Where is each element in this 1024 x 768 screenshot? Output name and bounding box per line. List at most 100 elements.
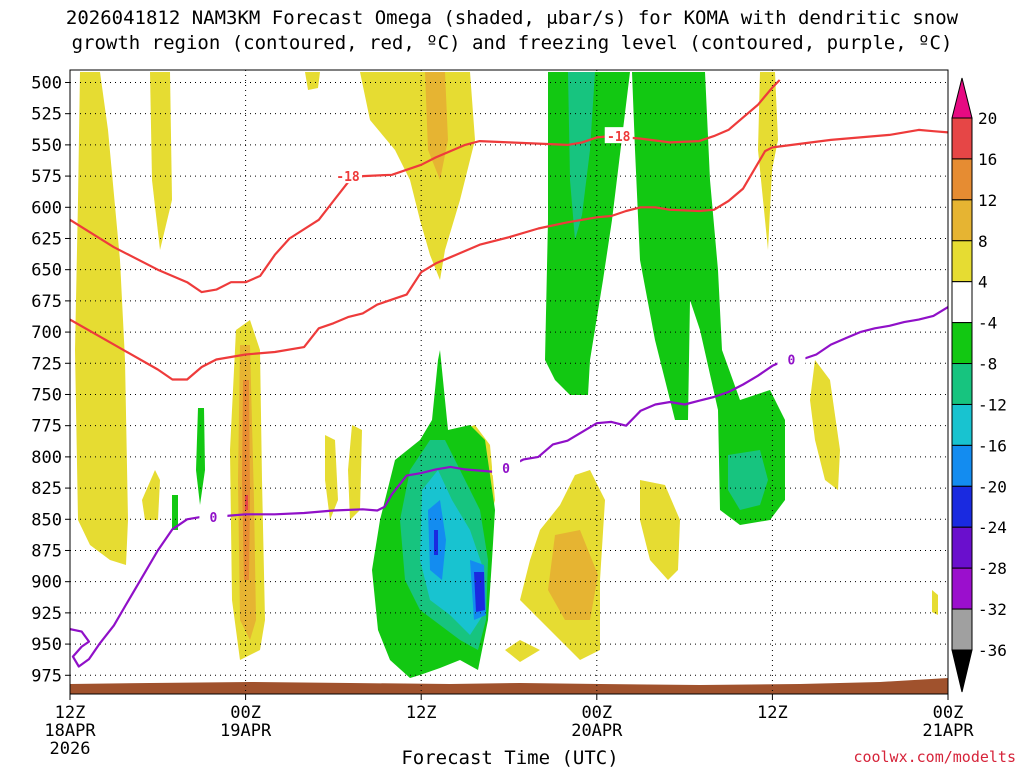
colorbar-label: -24 xyxy=(978,518,1007,537)
colorbar-swatch xyxy=(951,403,973,446)
colorbar-label: -32 xyxy=(978,600,1007,619)
omega-region-yellow xyxy=(150,72,172,250)
y-tick-label: 625 xyxy=(31,229,62,249)
x-tick-label: 00Z xyxy=(581,703,612,723)
freezing-contour-label-bg xyxy=(777,350,806,367)
x-tick-label: 00Z xyxy=(933,703,964,723)
freezing-contour-label-bg xyxy=(492,459,521,476)
omega-region-yellow xyxy=(640,480,680,580)
y-tick-label: 500 xyxy=(31,73,62,93)
colorbar-swatch xyxy=(951,485,973,528)
colorbar-label: -8 xyxy=(978,355,997,374)
omega-region-gold xyxy=(548,530,598,620)
colorbar-swatch xyxy=(951,444,973,487)
omega-region-yellow xyxy=(325,435,338,520)
colorbar-label: -28 xyxy=(978,559,1007,578)
freezing-contour-label: 0 xyxy=(502,462,510,477)
y-tick-label: 900 xyxy=(31,573,62,593)
y-tick-label: 875 xyxy=(31,541,62,561)
colorbar: 20 16 12 8 4 -4 -8 -12 -16 -20 -24 -28 -32 -36 xyxy=(951,77,1007,693)
omega-region-teal xyxy=(728,450,768,510)
y-tick-label: 600 xyxy=(31,198,62,218)
y-axis: 500 525 550 575 600 625 650 675 700 725 750 775 800 8… xyxy=(31,73,70,686)
y-tick-label: 825 xyxy=(31,479,62,499)
plot-frame xyxy=(69,69,949,695)
y-tick-label: 950 xyxy=(31,635,62,655)
x-tick-year: 2026 xyxy=(50,739,91,759)
chart-title-line1: 2026041812 NAM3KM Forecast Omega (shaded… xyxy=(65,7,959,29)
omega-region-yellow xyxy=(810,360,840,490)
x-tick-date: 18APR xyxy=(44,721,96,741)
y-tick-label: 850 xyxy=(31,510,62,530)
y-tick-label: 925 xyxy=(31,604,62,624)
y-tick-label: 775 xyxy=(31,417,62,437)
colorbar-swatch xyxy=(951,567,973,610)
contour-labels: -18 -18 0 0 0 xyxy=(199,127,806,526)
dgz-contour-label: -18 xyxy=(336,170,360,185)
omega-region-blue xyxy=(434,530,438,555)
credit-text: coolwx.com/modelts xyxy=(853,748,1016,766)
colorbar-label: -12 xyxy=(978,395,1007,414)
colorbar-label: 8 xyxy=(978,232,988,251)
colorbar-label: -16 xyxy=(978,436,1007,455)
colorbar-label: -4 xyxy=(978,314,997,333)
y-tick-label: 550 xyxy=(31,136,62,156)
colorbar-swatch xyxy=(951,117,973,160)
dgz-contour-label-bg xyxy=(604,127,633,144)
freezing-contour-label-bg xyxy=(199,507,228,524)
dgz-contour-line xyxy=(70,128,948,381)
colorbar-swatch xyxy=(951,158,973,201)
colorbar-swatch xyxy=(951,199,973,242)
colorbar-swatch xyxy=(951,281,973,324)
omega-region-blue xyxy=(474,572,485,612)
surface-terrain xyxy=(70,678,948,694)
x-tick-label: 12Z xyxy=(757,703,788,723)
omega-region-teal xyxy=(568,72,595,240)
dgz-contour-label-bg xyxy=(334,167,363,184)
omega-region-yellow xyxy=(348,425,362,520)
omega-region-gold xyxy=(425,72,448,180)
y-tick-label: 800 xyxy=(31,448,62,468)
x-tick-date: 19APR xyxy=(220,721,272,741)
dgz-contour-line xyxy=(70,79,781,294)
x-tick-date: 21APR xyxy=(922,721,974,741)
chart-title-line2: growth region (contoured, red, ºC) and f… xyxy=(71,32,953,54)
y-tick-label: 725 xyxy=(31,354,62,374)
x-tick-date: 20APR xyxy=(571,721,623,741)
omega-region-red xyxy=(245,495,248,510)
omega-region-yellow xyxy=(305,72,320,90)
omega-region-yellow xyxy=(758,72,778,250)
colorbar-swatch xyxy=(951,322,973,365)
colorbar-swatch xyxy=(951,608,973,651)
omega-region-yellow xyxy=(75,72,128,565)
omega-region-yellow xyxy=(932,590,938,615)
y-tick-label: 975 xyxy=(31,666,62,686)
freezing-contour-label: 0 xyxy=(209,511,217,526)
colorbar-label: -36 xyxy=(978,641,1007,660)
x-axis-label: Forecast Time (UTC) xyxy=(401,747,618,768)
x-tick-label: 12Z xyxy=(406,703,437,723)
gridlines xyxy=(70,70,948,694)
freezing-contour-label: 0 xyxy=(788,354,796,369)
y-tick-label: 750 xyxy=(31,385,62,405)
colorbar-swatch xyxy=(951,526,973,569)
colorbar-label: 16 xyxy=(978,150,997,169)
dgz-contour-label: -18 xyxy=(607,130,631,145)
x-tick-label: 12Z xyxy=(55,703,86,723)
x-tick-label: 00Z xyxy=(230,703,261,723)
omega-region-green xyxy=(172,495,178,530)
omega-region-green xyxy=(632,72,785,525)
omega-region-yellow xyxy=(505,640,540,662)
y-tick-label: 700 xyxy=(31,323,62,343)
y-tick-label: 675 xyxy=(31,292,62,312)
colorbar-label: 12 xyxy=(978,191,997,210)
omega-shading xyxy=(75,72,938,678)
y-tick-label: 525 xyxy=(31,105,62,125)
colorbar-label: -20 xyxy=(978,477,1007,496)
colorbar-bottom-arrow xyxy=(951,649,973,693)
omega-region-yellow xyxy=(142,470,160,520)
colorbar-label: 20 xyxy=(978,109,997,128)
omega-region-green xyxy=(545,72,630,395)
